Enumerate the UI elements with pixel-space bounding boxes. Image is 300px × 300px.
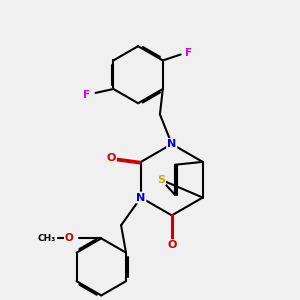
Text: O: O — [65, 233, 74, 243]
Text: CH₃: CH₃ — [38, 234, 56, 243]
Text: O: O — [106, 153, 116, 163]
Text: N: N — [167, 139, 176, 149]
Text: S: S — [157, 175, 165, 185]
Text: F: F — [185, 47, 192, 58]
Text: N: N — [136, 193, 146, 202]
Text: F: F — [83, 90, 90, 100]
Text: O: O — [167, 240, 176, 250]
